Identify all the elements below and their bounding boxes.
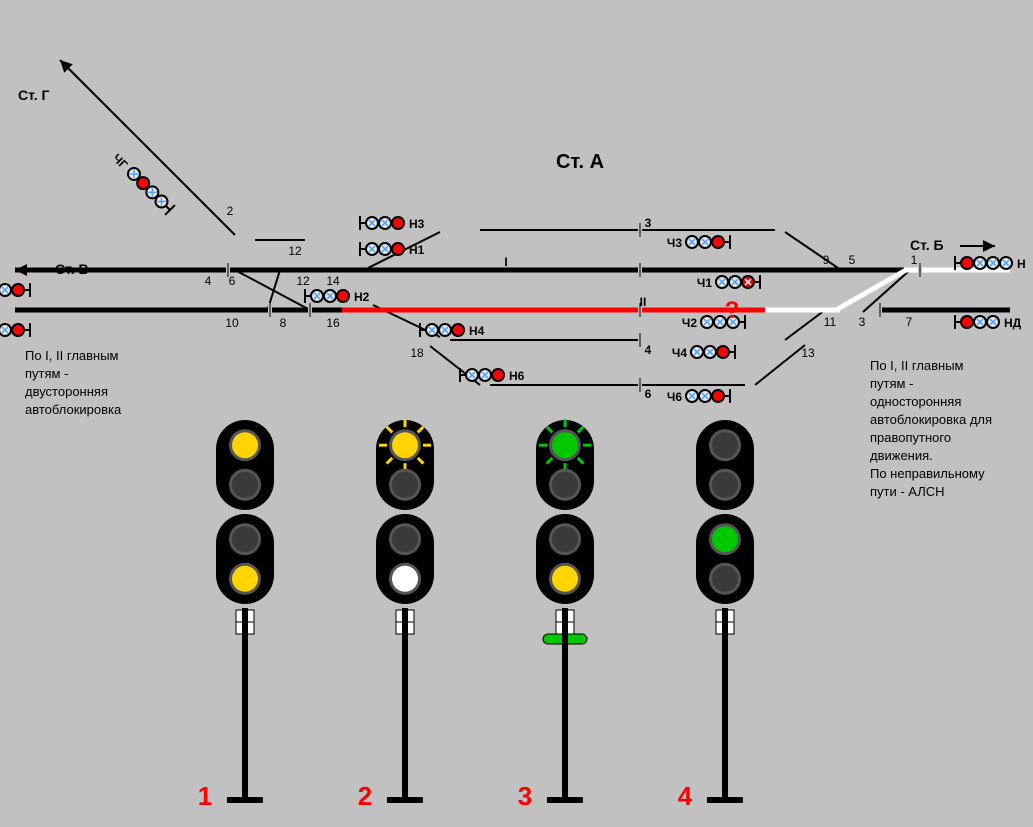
switch-number: 7 (906, 315, 913, 329)
station-b-label: Ст. Б (910, 237, 944, 253)
signal-label-Н3: Н3 (409, 217, 425, 231)
note-right-line-0: По I, II главным (870, 358, 964, 373)
track-label: I (504, 255, 507, 269)
note-left-line-0: По I, II главным (25, 348, 119, 363)
switch-number: 8 (280, 316, 287, 330)
note-right-line-4: правопутного (870, 430, 951, 445)
signal-label-Ч2: Ч2 (682, 316, 697, 330)
note-right-line-5: движения. (870, 448, 933, 463)
switch-number: 5 (849, 253, 856, 267)
question-mark: ? (725, 297, 740, 324)
switch-number: 3 (859, 315, 866, 329)
answer-number-3: 3 (518, 781, 532, 811)
note-left-line-2: двусторонняя (25, 384, 108, 399)
station-g-label: Ст. Г (18, 87, 50, 103)
switch-number: 12 (296, 274, 310, 288)
answer-number-1: 1 (198, 781, 212, 811)
switch-number: 11 (824, 315, 837, 329)
switch-number: 12 (288, 244, 302, 258)
switch-number: 18 (410, 346, 424, 360)
note-right-line-6: По неправильному (870, 466, 985, 481)
note-left-line-1: путям - (25, 366, 68, 381)
note-left-line-3: автоблокировка (25, 402, 122, 417)
track-label: II (640, 295, 647, 309)
switch-number: 14 (326, 274, 340, 288)
note-right-line-1: путям - (870, 376, 913, 391)
switch-number: 6 (229, 274, 236, 288)
signal-label-Н6: Н6 (509, 369, 525, 383)
signal-label-Ч6: Ч6 (667, 390, 682, 404)
switch-number: 4 (205, 274, 212, 288)
switch-number: 10 (225, 316, 239, 330)
note-right-line-2: односторонняя (870, 394, 961, 409)
note-right-line-3: автоблокировка для (870, 412, 992, 427)
track-label: 3 (645, 216, 652, 230)
station-title: Ст. А (556, 151, 604, 173)
signal-label-Ч4: Ч4 (672, 346, 687, 360)
answer-number-4: 4 (678, 781, 693, 811)
signal-label-НД: НД (1004, 316, 1022, 330)
track-label: 6 (645, 387, 652, 401)
signal-label-Н4: Н4 (469, 324, 485, 338)
switch-number: 2 (227, 204, 234, 218)
signal-label-Ч3: Ч3 (667, 236, 682, 250)
answer-number-2: 2 (358, 781, 372, 811)
signal-label-Н: Н (1017, 257, 1026, 271)
note-right-line-7: пути - АЛСН (870, 484, 945, 499)
switch-number: 13 (801, 346, 815, 360)
switch-number: 16 (326, 316, 340, 330)
switch-number: 1 (911, 253, 918, 267)
signal-label-Ч1: Ч1 (697, 276, 712, 290)
signal-label-Н1: Н1 (409, 243, 425, 257)
signal-label-Н2: Н2 (354, 290, 370, 304)
switch-number: 9 (823, 253, 830, 267)
track-label: 4 (645, 343, 652, 357)
